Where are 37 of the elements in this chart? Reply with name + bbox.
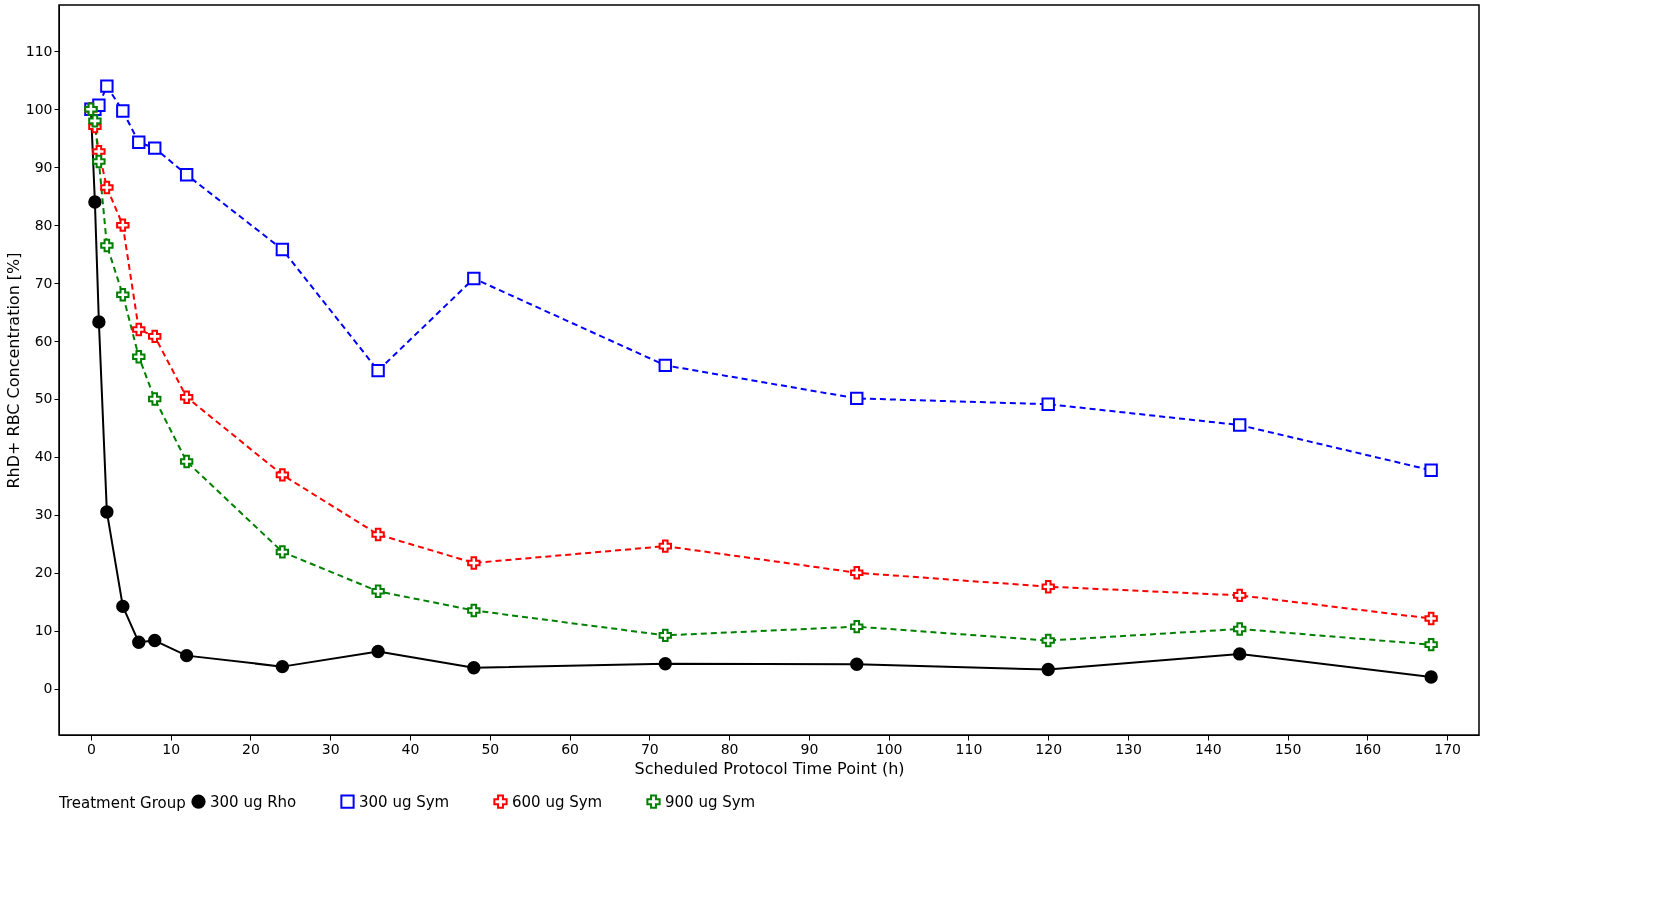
y-tick-label: 110 [25, 42, 53, 59]
x-axis-title: Scheduled Protocol Time Point (h) [634, 758, 905, 778]
y-tick-label: 0 [43, 680, 53, 697]
x-tick-label: 110 [955, 740, 983, 757]
y-axis-title: RhD+ RBC Concentration [%] [3, 252, 23, 489]
x-tick-label: 30 [321, 740, 340, 757]
y-tick-label: 40 [34, 448, 53, 465]
x-tick-label: 90 [800, 740, 819, 757]
x-tick-label: 120 [1035, 740, 1063, 757]
y-tick-label: 80 [34, 216, 53, 233]
y-tick-label: 100 [25, 100, 53, 117]
x-tick-label: 130 [1115, 740, 1142, 757]
x-tick-label: 0 [86, 740, 96, 757]
x-tick-label: 60 [561, 740, 579, 757]
legend-label: 300 ug Rho [210, 792, 297, 811]
y-tick-label: 70 [34, 274, 53, 291]
y-tick-label: 50 [34, 390, 53, 407]
legend-label: 900 ug Sym [665, 792, 756, 811]
x-tick-label: 150 [1274, 740, 1302, 757]
x-tick-label: 40 [401, 740, 420, 757]
legend-label: 600 ug Sym [512, 792, 603, 811]
x-tick-label: 50 [481, 740, 500, 757]
legend-label: 300 ug Sym [359, 792, 450, 811]
y-tick-label: 60 [34, 332, 53, 349]
y-tick-label: 10 [34, 622, 53, 639]
y-tick-label: 90 [34, 158, 53, 175]
x-tick-label: 20 [242, 740, 260, 757]
y-tick-label: 30 [34, 506, 53, 523]
x-tick-label: 140 [1194, 740, 1222, 757]
x-tick-label: 10 [162, 740, 181, 757]
y-tick-label: 20 [34, 564, 53, 581]
x-tick-label: 80 [720, 740, 739, 757]
x-tick-label: 70 [640, 740, 659, 757]
x-tick-label: 170 [1434, 740, 1461, 757]
x-tick-label: 100 [875, 740, 903, 757]
legend-title: Treatment Group [58, 794, 186, 812]
x-tick-label: 160 [1354, 740, 1382, 757]
